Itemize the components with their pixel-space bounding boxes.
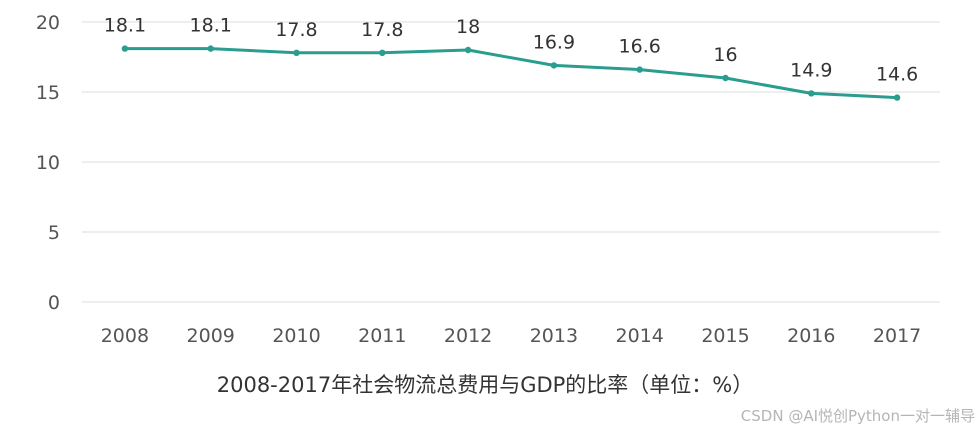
data-point-2015 — [722, 74, 729, 82]
x-axis-ticks: 2008 2009 2010 2011 2012 2013 2014 2015 2016 2017 — [101, 325, 922, 347]
data-label-2011: 17.8 — [361, 19, 403, 41]
x-tick-label: 2015 — [701, 325, 749, 347]
data-label-2009: 18.1 — [190, 15, 232, 37]
data-point-2014 — [636, 66, 643, 73]
data-label-2014: 16.6 — [619, 36, 661, 58]
data-point-2016 — [808, 90, 815, 97]
y-axis-ticks: 0 5 10 15 20 — [36, 12, 60, 314]
x-tick-label: 2017 — [873, 325, 921, 347]
data-point-2010 — [293, 49, 300, 56]
x-tick-label: 2016 — [787, 325, 835, 347]
watermark: CSDN @AI悦创Python一对一辅导 — [741, 407, 975, 425]
x-tick-label: 2009 — [187, 325, 235, 347]
x-tick-label: 2011 — [358, 325, 406, 347]
series-line — [124, 47, 898, 100]
data-label-2017: 14.6 — [876, 64, 918, 86]
data-label-2013: 16.9 — [533, 31, 575, 53]
data-label-2010: 17.8 — [275, 19, 317, 41]
x-tick-label: 2008 — [101, 325, 149, 347]
series-layer — [124, 47, 898, 100]
data-points — [121, 45, 901, 101]
y-tick-label: 5 — [48, 222, 60, 244]
data-label-2008: 18.1 — [104, 15, 146, 37]
data-point-2011 — [379, 49, 386, 56]
y-tick-label: 20 — [36, 12, 60, 34]
data-point-2008 — [121, 45, 129, 52]
data-label-2012: 18 — [456, 16, 480, 38]
data-label-2016: 14.9 — [790, 59, 832, 81]
data-point-2017 — [893, 94, 901, 101]
data-labels: 18.1 18.1 17.8 17.8 18 16.9 16.6 16 14.9 14.6 — [104, 15, 919, 86]
data-label-2015: 16 — [713, 44, 737, 66]
y-tick-label: 0 — [48, 292, 60, 314]
y-tick-label: 10 — [36, 152, 60, 174]
x-tick-label: 2010 — [272, 325, 320, 347]
chart-title: 2008-2017年社会物流总费用与GDP的比率（单位：%） — [217, 373, 754, 397]
data-point-2012 — [464, 46, 472, 54]
x-tick-label: 2012 — [444, 325, 492, 347]
y-tick-label: 15 — [36, 82, 60, 104]
x-tick-label: 2013 — [530, 325, 578, 347]
data-point-2009 — [207, 45, 214, 52]
data-point-2013 — [550, 62, 558, 69]
x-tick-label: 2014 — [616, 325, 664, 347]
